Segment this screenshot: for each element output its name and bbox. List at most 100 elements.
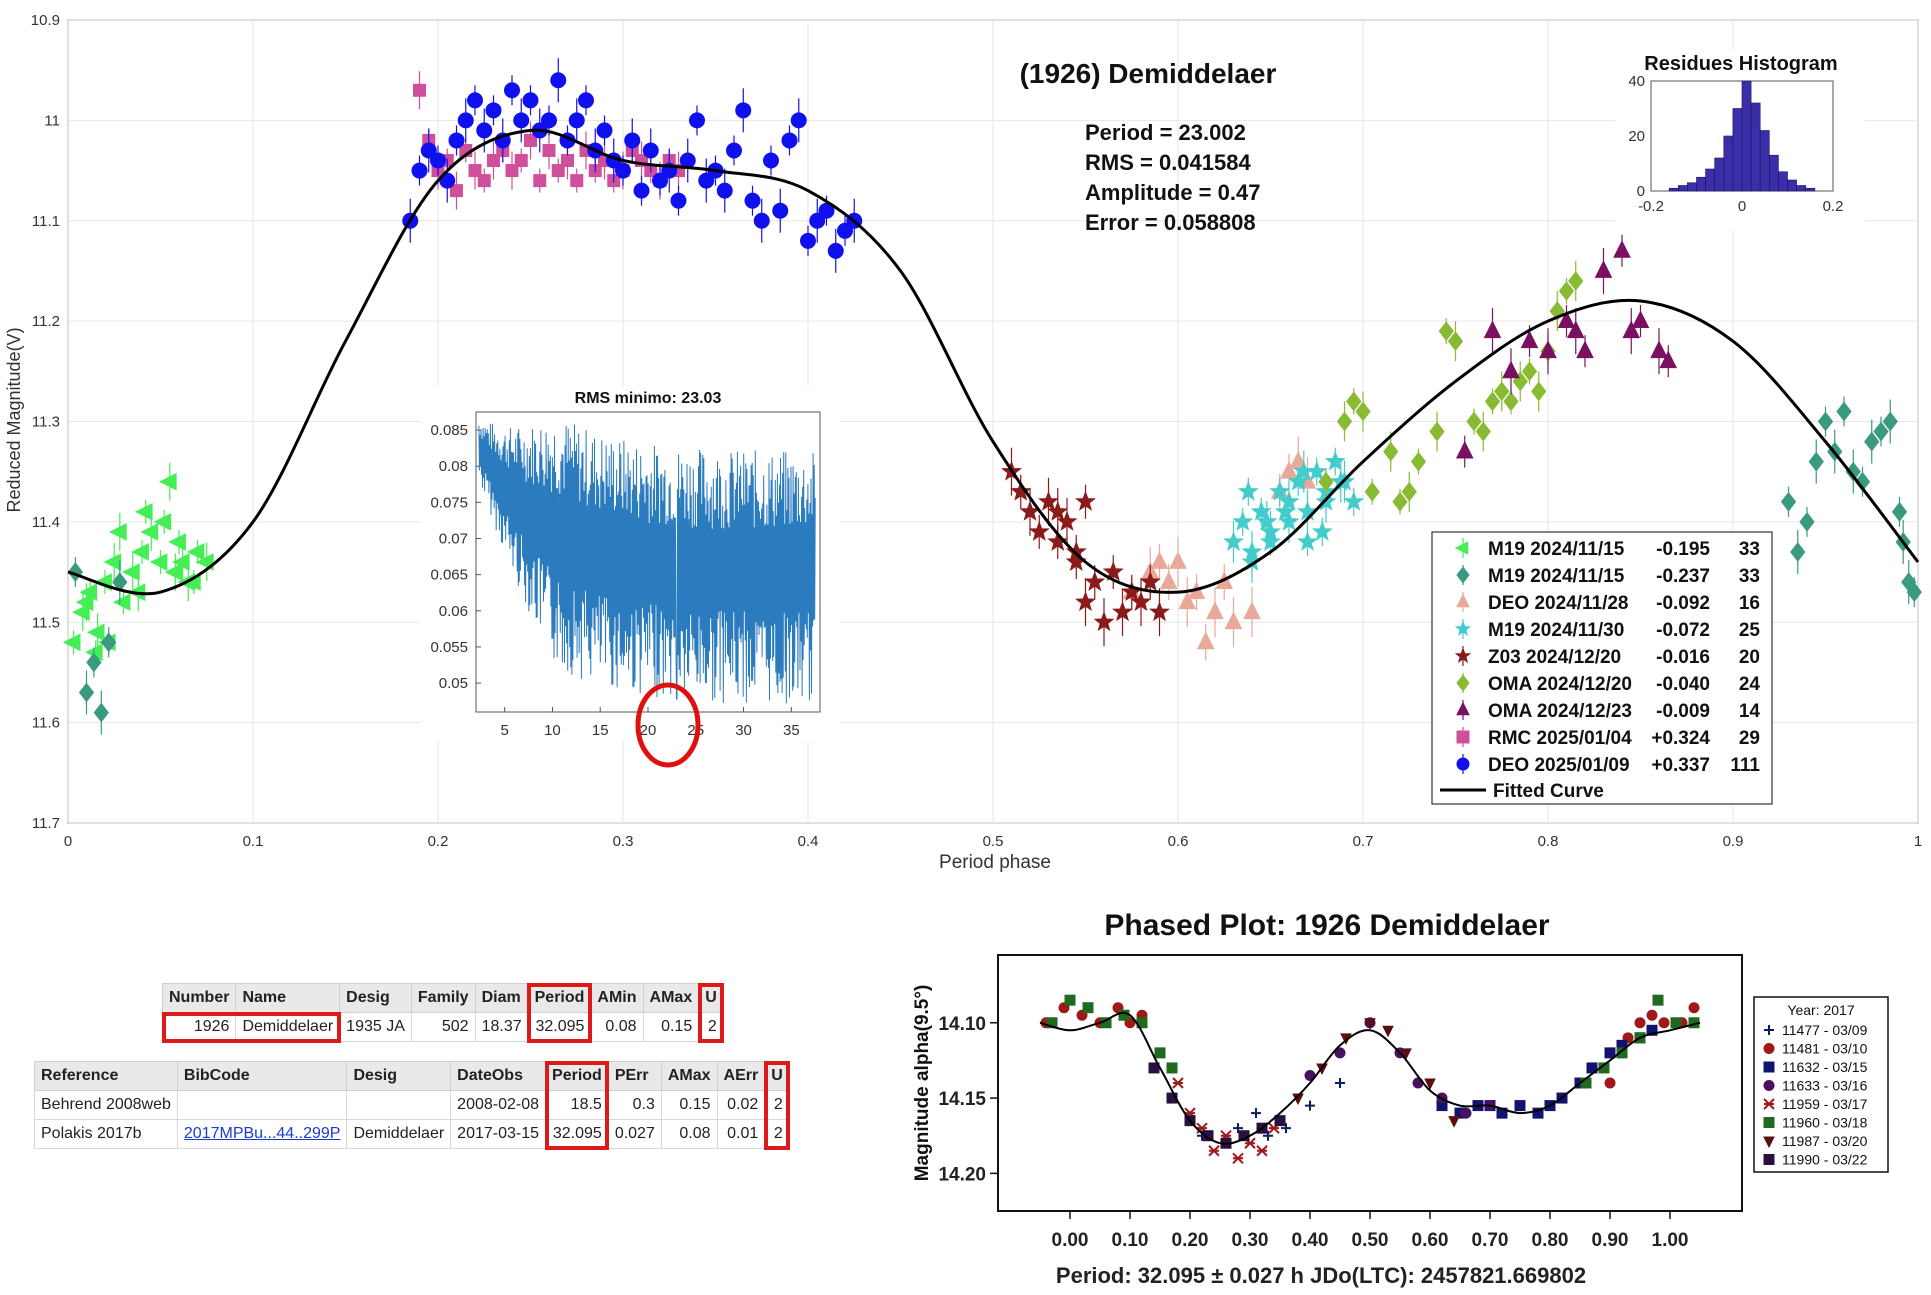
main-fitted-curve	[67, 128, 1920, 596]
legend-offset: -0.237	[1656, 566, 1710, 587]
data-point	[744, 192, 761, 209]
phased-legend: Year: 2017 11477 - 03/09 11481 - 03/10 116…	[1753, 996, 1889, 1173]
data-point	[522, 92, 539, 109]
y-tick-label: 11.5	[32, 614, 60, 631]
data-point	[670, 192, 687, 209]
rms-inset-title: RMS minimo: 23.03	[575, 390, 722, 407]
table1-header-period: Period	[527, 983, 592, 1013]
phased-data-point	[1232, 1152, 1244, 1164]
phased-data-point	[1652, 994, 1664, 1006]
data-point	[1429, 421, 1445, 442]
table2-cell-reference: Behrend 2008web	[34, 1090, 178, 1120]
table2-cell-bibcode: 2017MPBu...44..299P	[176, 1119, 348, 1149]
phased-footer: Period: 32.095 ± 0.027 h JDo(LTC): 24578…	[1056, 1263, 1586, 1288]
rms-y-tick-label: 0.07	[439, 531, 468, 548]
data-point	[171, 553, 190, 571]
table2-header-u: U	[764, 1061, 790, 1091]
legend-marker	[1456, 730, 1470, 744]
legend-count: 16	[1739, 593, 1760, 614]
phased-legend-label: 11481 - 03/10	[1782, 1041, 1868, 1057]
data-point	[1594, 260, 1613, 278]
table2-header-desig: Desig	[346, 1061, 452, 1091]
data-point	[772, 202, 789, 219]
phased-legend-title: Year: 2017	[1787, 1002, 1854, 1018]
data-point	[1392, 491, 1408, 512]
phased-data-point	[1364, 1018, 1376, 1030]
data-point	[75, 593, 94, 611]
stat-period: Period = 23.002	[1085, 120, 1246, 145]
data-point	[1817, 411, 1834, 432]
hist-bar	[1796, 185, 1806, 192]
legend-label: M19 2024/11/30	[1488, 620, 1624, 641]
data-point	[1260, 530, 1281, 551]
table2-header-perr: PErr	[607, 1061, 662, 1091]
data-point	[140, 523, 159, 541]
phased-x-tick-label: 0.30	[1232, 1230, 1269, 1251]
data-point	[1521, 361, 1538, 382]
phased-x-tick-label: 0.10	[1112, 1230, 1149, 1251]
phased-data-point	[1172, 1077, 1184, 1089]
data-point	[1297, 500, 1318, 521]
bibcode-link[interactable]: 2017MPBu...44..299P	[183, 1125, 341, 1142]
data-point	[1196, 631, 1215, 650]
table1-header-u: U	[698, 983, 724, 1013]
phased-data-point	[1256, 1145, 1268, 1157]
rms-y-tick-label: 0.08	[439, 458, 468, 475]
data-point	[716, 182, 733, 199]
data-point	[827, 242, 844, 259]
legend-label: OMA 2024/12/23	[1488, 701, 1632, 722]
data-point	[1502, 360, 1520, 379]
data-point	[149, 553, 168, 571]
hist-y-tick-label: 0	[1637, 183, 1645, 200]
data-point	[1206, 601, 1224, 620]
hist-bar	[1805, 187, 1816, 192]
data-point	[652, 172, 668, 189]
table1-header-amin: AMin	[590, 983, 644, 1013]
data-point	[1075, 490, 1096, 511]
phased-legend-label: 11960 - 03/18	[1782, 1115, 1868, 1131]
main-title: (1926) Demiddelaer	[1020, 58, 1277, 89]
data-point	[1364, 481, 1380, 502]
data-point	[615, 162, 631, 179]
data-point	[837, 222, 853, 239]
phased-legend-label: 11990 - 03/22	[1782, 1152, 1868, 1168]
data-point	[1539, 340, 1557, 359]
phased-ticks: 0.00 0.10 0.20 0.30 0.40 0.50 0.60 0.70 0.80 0.90…	[938, 1014, 1688, 1251]
table2-cell-dateobs: 2017-03-15	[450, 1119, 547, 1149]
phased-legend-label: 11477 - 03/09	[1782, 1022, 1868, 1038]
data-point	[1622, 320, 1641, 339]
table2-header-reference: Reference	[34, 1061, 178, 1091]
legend-count: 33	[1739, 539, 1760, 560]
phased-data-point	[1658, 1017, 1670, 1029]
table2-header-amax: AMax	[660, 1061, 718, 1091]
legend-offset: -0.009	[1656, 701, 1710, 722]
data-point	[487, 154, 500, 168]
phased-data-point	[1532, 1107, 1544, 1119]
table1-header-row: Number Name Desig Family Diam Period AMi…	[161, 983, 724, 1013]
data-point	[561, 154, 574, 168]
data-point	[153, 513, 172, 531]
x-tick-label: 0	[64, 833, 72, 850]
phased-legend-marker	[1763, 1043, 1775, 1054]
phased-data-point	[1154, 1047, 1166, 1059]
phased-legend-marker	[1763, 1061, 1775, 1073]
phased-x-tick-label: 0.50	[1352, 1230, 1389, 1251]
stat-rms: RMS = 0.041584	[1085, 150, 1251, 175]
phased-data-point	[1688, 1002, 1700, 1014]
hist-bars	[1668, 80, 1816, 192]
table2-cell-amax: 0.15	[660, 1090, 718, 1120]
data-point	[1169, 551, 1187, 569]
table2-cell-desig	[346, 1090, 452, 1120]
data-point	[1568, 271, 1584, 291]
data-point	[78, 682, 95, 703]
data-point	[1512, 371, 1528, 392]
phased-legend-marker	[1763, 1154, 1775, 1165]
table1-cell-family: 502	[410, 1012, 476, 1042]
data-point	[1659, 350, 1678, 369]
data-point	[1130, 591, 1152, 612]
data-point	[1558, 281, 1575, 301]
legend-count: 24	[1739, 674, 1761, 695]
phased-data-point	[1670, 1017, 1682, 1029]
data-point	[1466, 411, 1482, 432]
